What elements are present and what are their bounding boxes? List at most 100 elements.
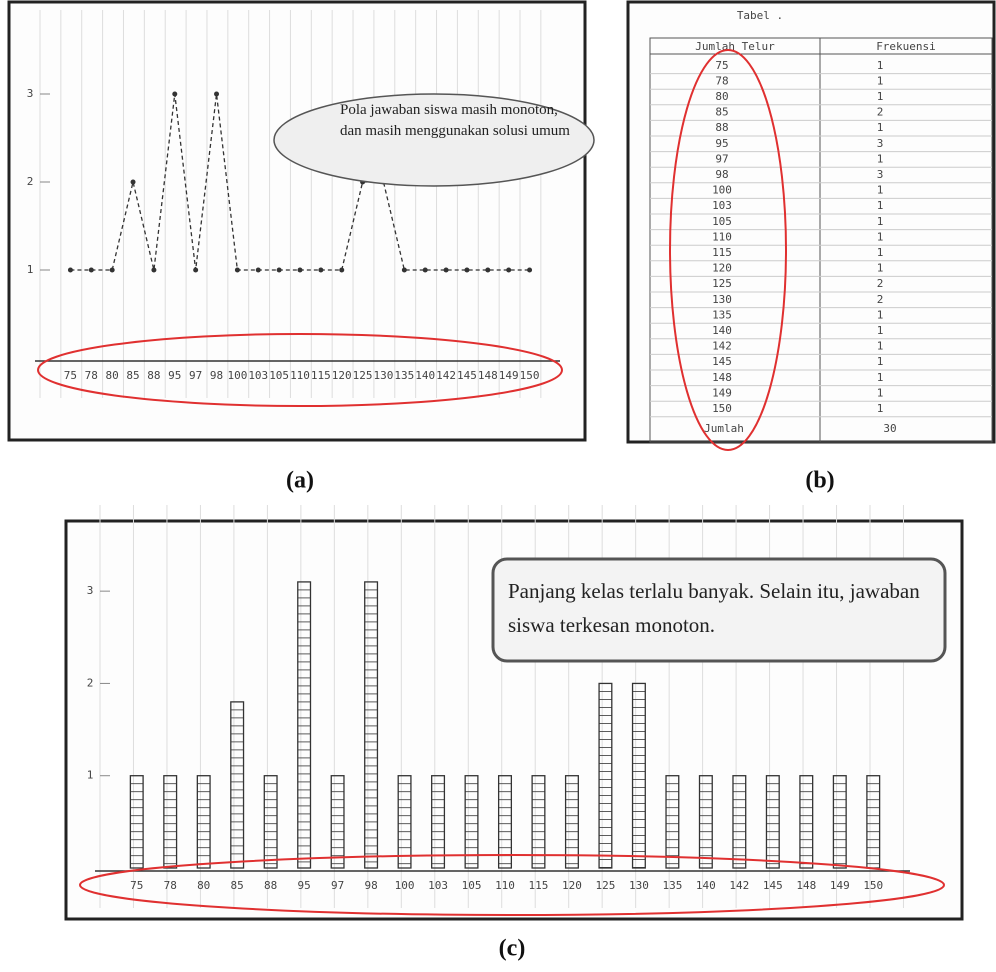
table-cell: 80 — [715, 90, 728, 103]
table-cell: 1 — [877, 121, 884, 134]
x-tick-label: 78 — [164, 879, 177, 892]
table-cell: 120 — [712, 262, 732, 275]
table-cell: 1 — [877, 308, 884, 321]
data-point — [485, 268, 490, 273]
y-tick-label: 1 — [87, 769, 94, 782]
x-tick-label: 120 — [562, 879, 582, 892]
table-cell: 97 — [715, 152, 728, 165]
table-cell: 1 — [877, 340, 884, 353]
table-cell: 1 — [877, 59, 884, 72]
x-tick-label: 85 — [126, 369, 139, 382]
y-tick-label: 3 — [27, 87, 34, 100]
table-cell: 88 — [715, 121, 728, 134]
y-tick-label: 3 — [87, 584, 94, 597]
table-cell: 1 — [877, 199, 884, 212]
x-tick-label: 110 — [290, 369, 310, 382]
data-point — [193, 268, 198, 273]
figure: 1237578808588959798100103105110115120125… — [0, 0, 996, 972]
table-cell: 2 — [877, 277, 884, 290]
table-header: Frekuensi — [876, 40, 936, 53]
data-point — [298, 268, 303, 273]
table-footer: 30 — [883, 422, 896, 435]
x-tick-label: 135 — [394, 369, 414, 382]
y-tick-label: 2 — [27, 175, 34, 188]
data-point — [131, 180, 136, 185]
x-tick-label: 103 — [248, 369, 268, 382]
table-footer: Jumlah — [704, 422, 744, 435]
x-tick-label: 125 — [595, 879, 615, 892]
data-point — [277, 268, 282, 273]
x-tick-label: 75 — [64, 369, 77, 382]
table-cell: 1 — [877, 184, 884, 197]
table-cell: 115 — [712, 246, 732, 259]
table-cell: 1 — [877, 386, 884, 399]
table-cell: 100 — [712, 184, 732, 197]
x-tick-label: 100 — [395, 879, 415, 892]
data-point — [464, 268, 469, 273]
table-cell: 145 — [712, 355, 732, 368]
data-point — [256, 268, 261, 273]
x-tick-label: 105 — [462, 879, 482, 892]
data-point — [214, 92, 219, 97]
x-tick-label: 88 — [147, 369, 160, 382]
x-tick-label: 145 — [457, 369, 477, 382]
table-cell: 1 — [877, 230, 884, 243]
data-point — [423, 268, 428, 273]
x-tick-label: 150 — [863, 879, 883, 892]
data-point — [444, 268, 449, 273]
x-tick-label: 98 — [210, 369, 223, 382]
x-tick-label: 103 — [428, 879, 448, 892]
data-point — [402, 268, 407, 273]
table-cell: 135 — [712, 308, 732, 321]
table-cell: 3 — [877, 168, 884, 181]
table-cell: 1 — [877, 152, 884, 165]
x-tick-label: 140 — [415, 369, 435, 382]
figure-canvas: 1237578808588959798100103105110115120125… — [0, 0, 996, 972]
x-tick-label: 97 — [331, 879, 344, 892]
x-tick-label: 95 — [298, 879, 311, 892]
table-cell: 75 — [715, 59, 728, 72]
x-tick-label: 148 — [478, 369, 498, 382]
table-cell: 1 — [877, 90, 884, 103]
table-title: Tabel . — [737, 9, 783, 22]
caption: (c) — [499, 936, 526, 962]
data-point — [318, 268, 323, 273]
x-tick-label: 75 — [130, 879, 143, 892]
table-cell: 1 — [877, 324, 884, 337]
x-tick-label: 95 — [168, 369, 181, 382]
x-tick-label: 140 — [696, 879, 716, 892]
x-tick-label: 85 — [231, 879, 244, 892]
table-cell: 130 — [712, 293, 732, 306]
x-tick-label: 150 — [520, 369, 540, 382]
x-tick-label: 130 — [374, 369, 394, 382]
table-cell: 2 — [877, 106, 884, 119]
x-tick-label: 149 — [830, 879, 850, 892]
data-point — [151, 268, 156, 273]
x-tick-label: 142 — [436, 369, 456, 382]
x-tick-label: 130 — [629, 879, 649, 892]
table-cell: 1 — [877, 262, 884, 275]
table-cell: 3 — [877, 137, 884, 150]
table-cell: 1 — [877, 215, 884, 228]
x-tick-label: 120 — [332, 369, 352, 382]
data-point — [339, 268, 344, 273]
x-tick-label: 88 — [264, 879, 277, 892]
data-point — [527, 268, 532, 273]
table-cell: 1 — [877, 355, 884, 368]
table-cell: 2 — [877, 293, 884, 306]
x-tick-label: 115 — [311, 369, 331, 382]
table-cell: 78 — [715, 74, 728, 87]
x-tick-label: 145 — [763, 879, 783, 892]
table-cell: 149 — [712, 386, 732, 399]
caption: (a) — [286, 468, 314, 494]
x-tick-label: 80 — [197, 879, 210, 892]
table-cell: 98 — [715, 168, 728, 181]
data-point — [68, 268, 73, 273]
x-tick-label: 78 — [85, 369, 98, 382]
x-tick-label: 110 — [495, 879, 515, 892]
x-tick-label: 135 — [662, 879, 682, 892]
y-tick-label: 1 — [27, 263, 34, 276]
table-cell: 142 — [712, 340, 732, 353]
y-tick-label: 2 — [87, 676, 94, 689]
x-tick-label: 149 — [499, 369, 519, 382]
